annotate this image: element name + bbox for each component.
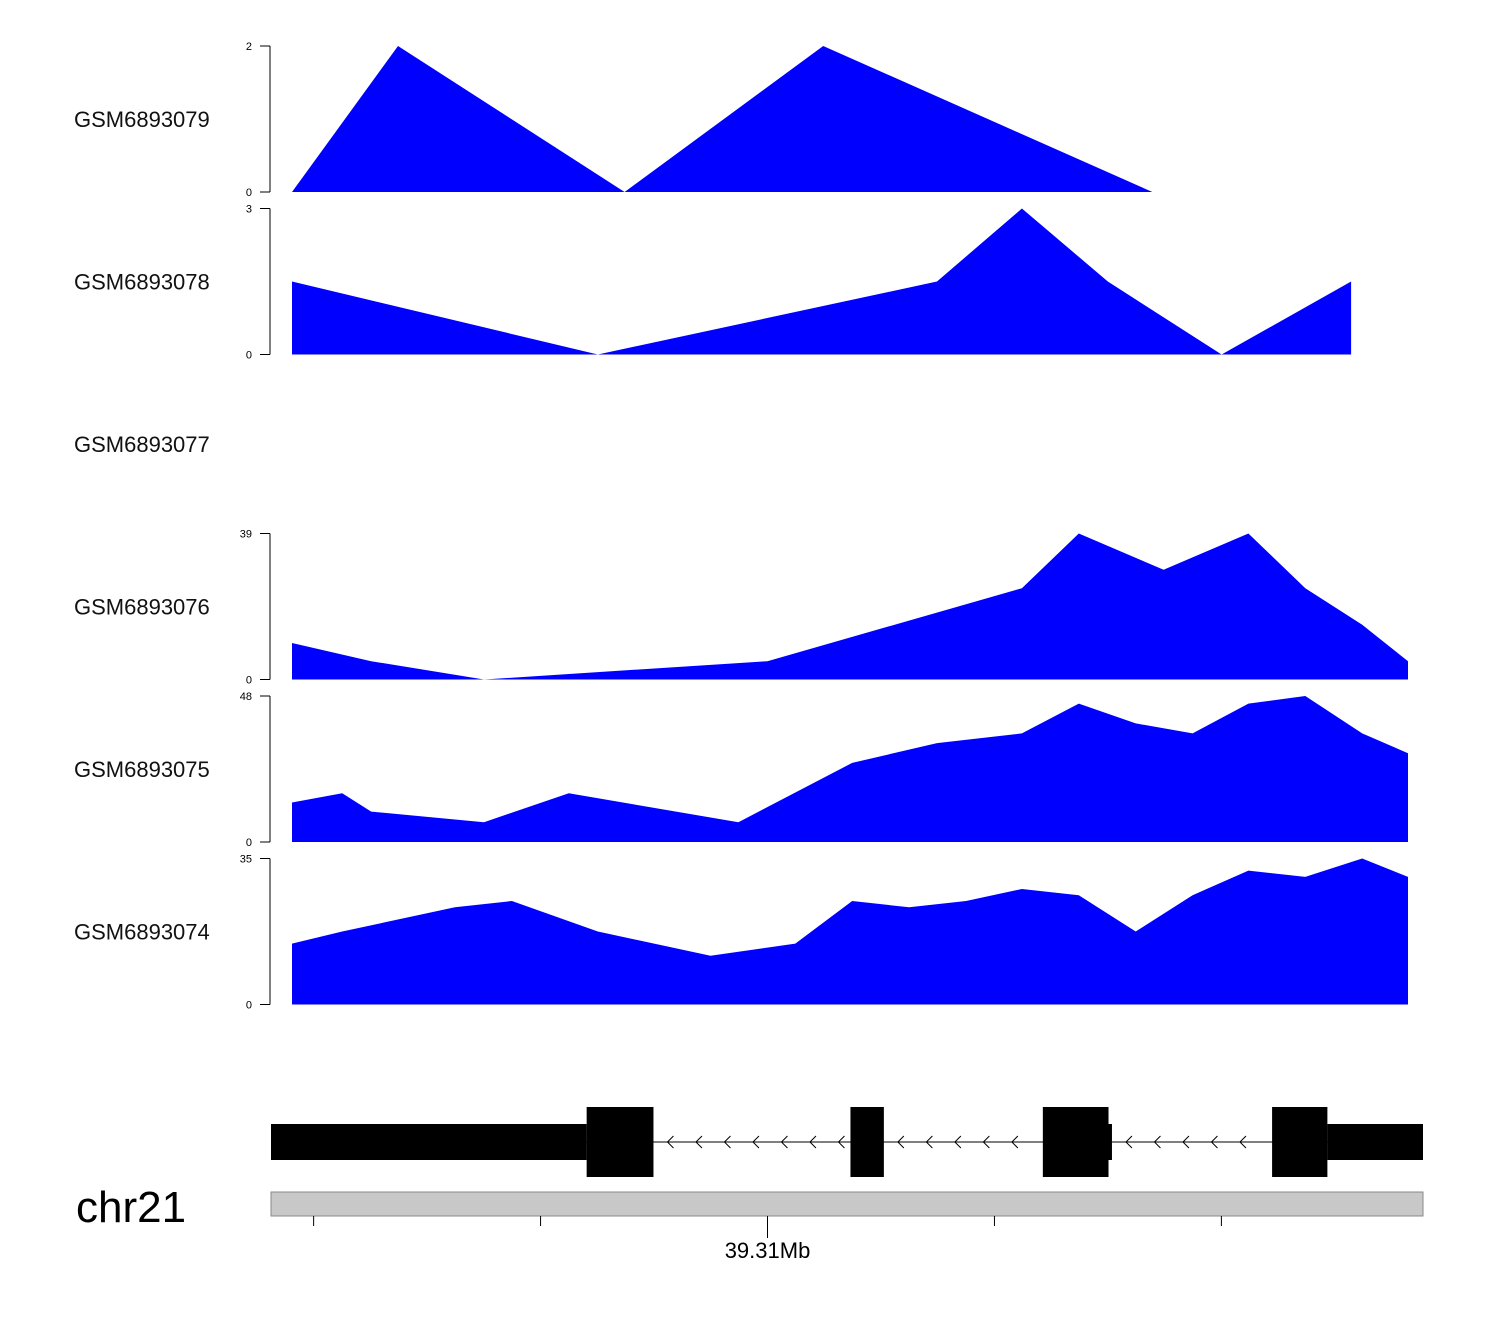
coding-exon (850, 1107, 884, 1177)
coverage-area (292, 46, 1153, 192)
y-tick-label-max: 39 (240, 529, 252, 541)
strand-arrow (723, 1135, 731, 1149)
strand-arrow (780, 1135, 788, 1149)
strand-arrow (1182, 1135, 1190, 1149)
axis-tick-label: 39.31Mb (725, 1238, 811, 1263)
y-tick-label-max: 48 (240, 691, 252, 703)
coding-exon (1042, 1107, 1109, 1177)
coverage-area (292, 858, 1408, 1005)
strand-arrow (925, 1135, 933, 1149)
chromosome-axis: chr21 39.31Mb (76, 1183, 1424, 1263)
utr-exon (1108, 1124, 1112, 1160)
y-tick-label-min: 0 (246, 837, 252, 849)
track-label: GSM6893074 (74, 920, 210, 945)
coding-exon (586, 1107, 654, 1177)
strand-arrow (695, 1135, 703, 1149)
gene-model-track (271, 1107, 1423, 1177)
track-GSM6893079: GSM6893079 0 2 (74, 41, 1153, 199)
y-tick-label-max: 2 (246, 41, 252, 53)
strand-arrow (666, 1135, 674, 1149)
utr-exon (1327, 1124, 1423, 1160)
track-GSM6893074: GSM6893074 0 35 (74, 854, 1408, 1012)
utr-exon (271, 1124, 587, 1160)
strand-arrow (752, 1135, 760, 1149)
strand-arrow (1153, 1135, 1161, 1149)
y-tick-label-min: 0 (246, 675, 252, 687)
strand-arrow (954, 1135, 962, 1149)
strand-arrow (1011, 1135, 1019, 1149)
strand-arrow (1125, 1135, 1133, 1149)
coverage-tracks: GSM6893079 0 2 GSM6893078 0 3 GSM6893077 GSM689… (74, 41, 1408, 1012)
track-label: GSM6893077 (74, 432, 210, 457)
track-label: GSM6893079 (74, 107, 210, 132)
strand-arrow (1210, 1135, 1218, 1149)
y-tick-label-max: 35 (240, 854, 252, 866)
strand-arrow (982, 1135, 990, 1149)
y-tick-label-min: 0 (246, 187, 252, 199)
y-tick-label-min: 0 (246, 350, 252, 362)
track-GSM6893075: GSM6893075 0 48 (74, 691, 1408, 849)
y-tick-label-max: 3 (246, 204, 252, 216)
ideogram-bar (270, 1191, 1424, 1217)
track-GSM6893076: GSM6893076 0 39 (74, 529, 1408, 687)
coverage-area (292, 696, 1408, 842)
strand-arrow (809, 1135, 817, 1149)
track-label: GSM6893076 (74, 595, 210, 620)
track-GSM6893078: GSM6893078 0 3 (74, 204, 1352, 362)
track-label: GSM6893078 (74, 270, 210, 295)
coverage-area (292, 208, 1352, 355)
strand-arrow (1239, 1135, 1247, 1149)
track-label: GSM6893075 (74, 757, 210, 782)
chromosome-label: chr21 (76, 1183, 186, 1232)
coverage-area (292, 533, 1408, 680)
strand-arrow (837, 1135, 845, 1149)
coding-exon (1272, 1107, 1328, 1177)
track-GSM6893077: GSM6893077 (74, 432, 210, 457)
y-tick-label-min: 0 (246, 1000, 252, 1012)
strand-arrow (897, 1135, 905, 1149)
